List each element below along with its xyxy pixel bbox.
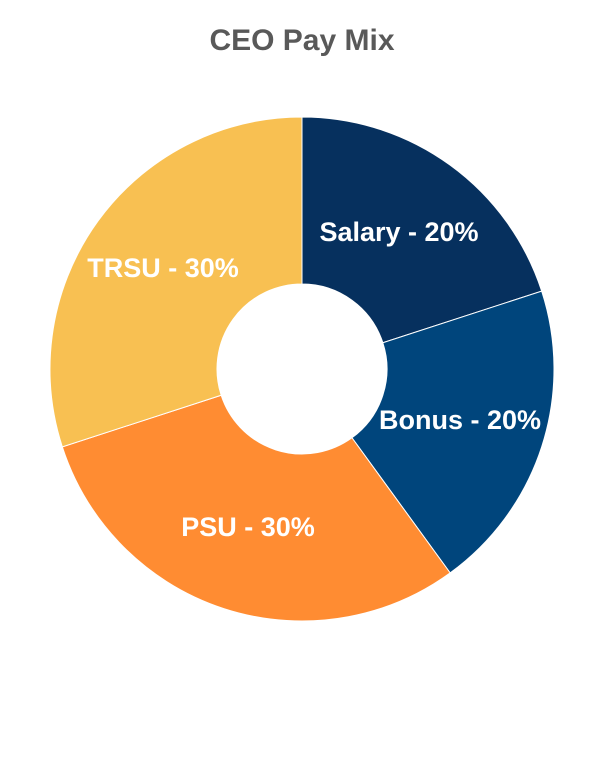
data-label-bonus: Bonus - 20%	[379, 405, 541, 435]
labels-layer: Salary - 20% Bonus - 20% PSU - 30% TRSU - 3…	[87, 217, 541, 542]
slice-bonus	[351, 290, 555, 574]
data-label-trsu: TRSU - 30%	[87, 253, 239, 283]
data-label-psu: PSU - 30%	[181, 512, 315, 542]
chart-title: CEO Pay Mix	[209, 24, 395, 57]
data-label-salary: Salary - 20%	[319, 217, 478, 247]
slices-layer	[49, 116, 555, 622]
slice-trsu	[49, 116, 303, 448]
slice-salary	[301, 116, 543, 344]
slice-psu	[61, 394, 451, 622]
